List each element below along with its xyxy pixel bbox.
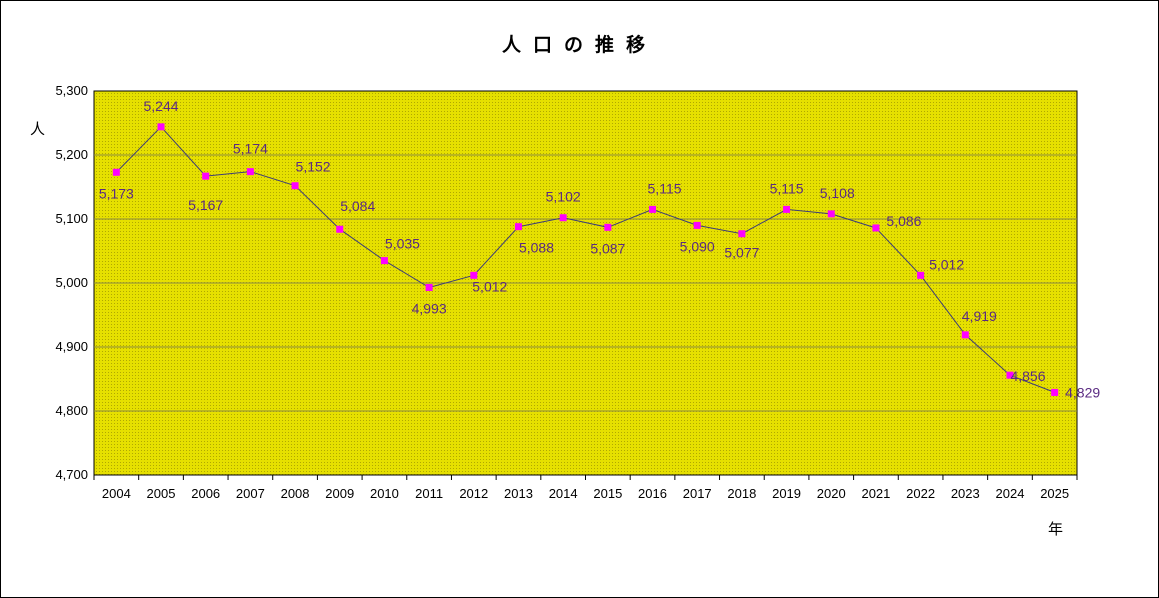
data-point-2008 <box>291 182 299 190</box>
y-tick-label: 4,800 <box>55 403 88 418</box>
data-label-2016: 5,115 <box>648 180 682 196</box>
data-label-2017: 5,090 <box>680 238 715 254</box>
y-tick-label: 4,700 <box>55 467 88 482</box>
data-point-2016 <box>649 205 657 213</box>
x-tick-label: 2008 <box>281 486 310 501</box>
data-label-2010: 5,035 <box>385 236 420 252</box>
data-point-2007 <box>246 168 254 176</box>
y-tick-label: 5,100 <box>55 211 88 226</box>
data-point-2006 <box>202 172 210 180</box>
data-point-2009 <box>336 225 344 233</box>
y-axis-title: 人 <box>30 120 45 138</box>
data-point-2020 <box>827 210 835 218</box>
data-point-2019 <box>783 205 791 213</box>
gridlines <box>94 154 1077 412</box>
x-axis-title: 年 <box>1048 520 1063 538</box>
x-tick-label: 2006 <box>191 486 220 501</box>
data-point-2015 <box>604 223 612 231</box>
data-point-2004 <box>112 168 120 176</box>
x-tick-label: 2005 <box>147 486 176 501</box>
chart-title: 人口の推移 <box>501 34 657 56</box>
x-tick-label: 2011 <box>415 486 443 501</box>
data-point-2022 <box>917 271 925 279</box>
data-point-2013 <box>514 223 522 231</box>
data-point-2005 <box>157 123 165 131</box>
x-tick-label: 2025 <box>1040 486 1069 501</box>
data-label-2012: 5,012 <box>472 278 507 294</box>
y-axis-ticks: 4,700 4,800 4,900 5,000 5,100 5,200 5,300 <box>55 83 88 482</box>
data-label-2015: 5,087 <box>590 240 625 256</box>
x-tick-label: 2004 <box>102 486 131 501</box>
data-label-2006: 5,167 <box>188 197 223 213</box>
data-label-2020: 5,108 <box>820 185 855 201</box>
x-tick-label: 2010 <box>370 486 399 501</box>
x-tick-label: 2012 <box>459 486 488 501</box>
data-labels: 5,173 5,244 5,167 5,174 5,152 5,084 5,035 4,993… <box>99 98 1101 401</box>
data-label-2009: 5,084 <box>340 198 375 214</box>
data-label-2019: 5,115 <box>770 180 804 196</box>
y-tick-label: 5,000 <box>55 275 88 290</box>
x-tick-label: 2018 <box>727 486 756 501</box>
data-point-2023 <box>961 331 969 339</box>
data-label-2005: 5,244 <box>143 98 178 114</box>
x-tick-label: 2017 <box>683 486 712 501</box>
x-tick-label: 2019 <box>772 486 801 501</box>
data-label-2018: 5,077 <box>724 245 759 261</box>
x-tick-label: 2014 <box>549 486 578 501</box>
data-point-2021 <box>872 224 880 232</box>
data-point-2018 <box>738 230 746 238</box>
data-label-2007: 5,174 <box>233 141 268 157</box>
data-label-2022: 5,012 <box>929 256 964 272</box>
x-tick-label: 2016 <box>638 486 667 501</box>
data-point-2017 <box>693 221 701 229</box>
data-label-2004: 5,173 <box>99 185 134 201</box>
y-tick-label: 5,300 <box>55 83 88 98</box>
x-tick-label: 2013 <box>504 486 533 501</box>
data-label-2013: 5,088 <box>519 240 554 256</box>
data-points <box>112 123 1059 396</box>
data-label-2011: 4,993 <box>412 300 447 316</box>
data-label-2021: 5,086 <box>886 213 921 229</box>
series-line <box>115 126 1055 393</box>
data-point-2012 <box>470 271 478 279</box>
x-tick-label: 2015 <box>593 486 622 501</box>
x-tick-label: 2023 <box>951 486 980 501</box>
data-point-2014 <box>559 214 567 222</box>
y-tick-label: 4,900 <box>55 339 88 354</box>
data-label-2014: 5,102 <box>546 189 581 205</box>
data-point-2024 <box>1006 371 1014 379</box>
data-label-2025: 4,829 <box>1065 384 1100 400</box>
data-point-2010 <box>380 257 388 265</box>
y-tick-label: 5,200 <box>55 147 88 162</box>
data-point-2025 <box>1051 388 1059 396</box>
data-label-2024: 4,856 <box>1010 368 1045 384</box>
data-label-2023: 4,919 <box>962 308 997 324</box>
x-tick-label: 2009 <box>325 486 354 501</box>
data-point-2011 <box>425 283 433 291</box>
x-axis-ticks: 2004 2005 2006 2007 2008 2009 2010 2011 2012 2013… <box>93 475 1078 501</box>
x-tick-label: 2024 <box>996 486 1025 501</box>
data-label-2008: 5,152 <box>296 159 331 175</box>
x-tick-label: 2020 <box>817 486 846 501</box>
x-tick-label: 2022 <box>906 486 935 501</box>
x-tick-label: 2007 <box>236 486 265 501</box>
x-tick-label: 2021 <box>861 486 890 501</box>
